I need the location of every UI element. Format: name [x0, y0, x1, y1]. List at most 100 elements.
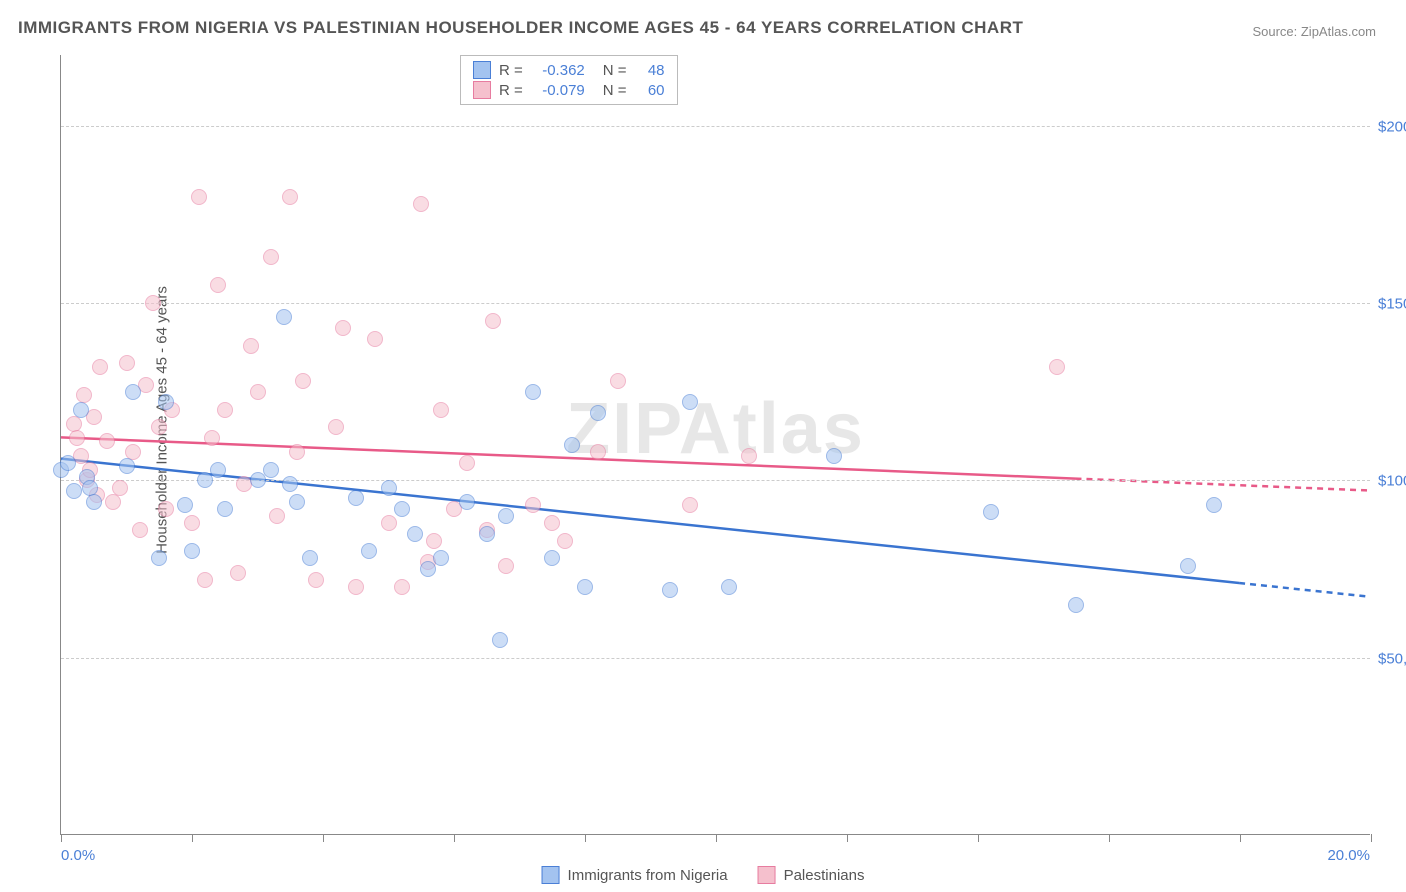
scatter-point-nigeria: [564, 437, 580, 453]
scatter-point-nigeria: [662, 582, 678, 598]
trend-line: [1239, 583, 1370, 597]
scatter-point-palestinians: [151, 419, 167, 435]
scatter-point-nigeria: [177, 497, 193, 513]
scatter-point-palestinians: [308, 572, 324, 588]
scatter-point-nigeria: [492, 632, 508, 648]
scatter-point-nigeria: [86, 494, 102, 510]
scatter-point-palestinians: [498, 558, 514, 574]
scatter-point-nigeria: [1068, 597, 1084, 613]
scatter-point-nigeria: [498, 508, 514, 524]
scatter-point-palestinians: [158, 501, 174, 517]
stats-row-nigeria: R = -0.362 N = 48: [473, 60, 665, 80]
scatter-point-palestinians: [381, 515, 397, 531]
scatter-point-palestinians: [525, 497, 541, 513]
scatter-point-nigeria: [682, 394, 698, 410]
scatter-point-palestinians: [557, 533, 573, 549]
legend-swatch-nigeria: [473, 61, 491, 79]
source-attribution: Source: ZipAtlas.com: [1252, 24, 1376, 39]
y-axis-tick-label: $150,000: [1378, 296, 1406, 313]
x-axis-min-label: 0.0%: [61, 847, 95, 864]
x-axis-tick: [323, 834, 324, 842]
stats-n-label: N =: [603, 62, 627, 79]
scatter-point-nigeria: [381, 480, 397, 496]
watermark-text: ZIPAtlas: [566, 388, 865, 470]
scatter-point-nigeria: [73, 402, 89, 418]
gridline-horizontal: $50,000: [61, 658, 1370, 659]
scatter-point-palestinians: [741, 448, 757, 464]
y-axis-tick-label: $200,000: [1378, 118, 1406, 135]
scatter-point-nigeria: [479, 526, 495, 542]
scatter-point-nigeria: [217, 501, 233, 517]
scatter-point-palestinians: [433, 402, 449, 418]
legend-item-nigeria: Immigrants from Nigeria: [542, 866, 728, 884]
scatter-point-palestinians: [544, 515, 560, 531]
stats-row-palestinians: R =-0.079N =60: [473, 80, 665, 100]
scatter-point-nigeria: [282, 476, 298, 492]
y-axis-tick-label: $50,000: [1378, 650, 1406, 667]
plot-area: ZIPAtlas 0.0% 20.0% $50,000$100,000$150,…: [60, 55, 1370, 835]
x-axis-tick: [1109, 834, 1110, 842]
x-axis-tick: [585, 834, 586, 842]
stats-r-label: R =: [499, 62, 523, 79]
scatter-point-palestinians: [132, 522, 148, 538]
scatter-point-nigeria: [433, 550, 449, 566]
gridline-horizontal: $200,000: [61, 126, 1370, 127]
scatter-point-palestinians: [289, 444, 305, 460]
scatter-point-palestinians: [394, 579, 410, 595]
scatter-point-nigeria: [302, 550, 318, 566]
stats-n-label: N =: [603, 82, 627, 99]
scatter-point-nigeria: [348, 490, 364, 506]
scatter-point-nigeria: [1180, 558, 1196, 574]
scatter-point-nigeria: [158, 394, 174, 410]
scatter-point-palestinians: [217, 402, 233, 418]
legend-label: Palestinians: [784, 867, 865, 884]
correlation-stats-legend: R =-0.362N =48R =-0.079N =60: [460, 55, 678, 105]
scatter-point-palestinians: [367, 331, 383, 347]
legend-label: Immigrants from Nigeria: [568, 867, 728, 884]
scatter-point-nigeria: [721, 579, 737, 595]
scatter-point-nigeria: [525, 384, 541, 400]
scatter-point-nigeria: [590, 405, 606, 421]
x-axis-tick: [847, 834, 848, 842]
stats-n-value: 48: [635, 62, 665, 79]
stats-r-value: -0.362: [531, 62, 585, 79]
scatter-point-palestinians: [243, 338, 259, 354]
scatter-point-palestinians: [119, 355, 135, 371]
scatter-point-nigeria: [544, 550, 560, 566]
scatter-point-nigeria: [407, 526, 423, 542]
scatter-point-palestinians: [250, 384, 266, 400]
x-axis-tick: [1240, 834, 1241, 842]
scatter-point-palestinians: [610, 373, 626, 389]
stats-r-value: -0.079: [531, 82, 585, 99]
x-axis-max-label: 20.0%: [1327, 847, 1370, 864]
scatter-point-palestinians: [459, 455, 475, 471]
scatter-point-nigeria: [250, 472, 266, 488]
scatter-point-palestinians: [92, 359, 108, 375]
scatter-point-palestinians: [184, 515, 200, 531]
scatter-point-palestinians: [590, 444, 606, 460]
scatter-point-palestinians: [210, 277, 226, 293]
scatter-point-palestinians: [335, 320, 351, 336]
scatter-point-nigeria: [119, 458, 135, 474]
scatter-point-nigeria: [1206, 497, 1222, 513]
scatter-point-palestinians: [682, 497, 698, 513]
legend-swatch-palestinians: [758, 866, 776, 884]
scatter-point-nigeria: [983, 504, 999, 520]
scatter-point-nigeria: [184, 543, 200, 559]
scatter-point-nigeria: [289, 494, 305, 510]
scatter-point-palestinians: [197, 572, 213, 588]
scatter-point-palestinians: [1049, 359, 1065, 375]
scatter-point-nigeria: [210, 462, 226, 478]
scatter-point-palestinians: [485, 313, 501, 329]
scatter-point-nigeria: [197, 472, 213, 488]
scatter-point-nigeria: [263, 462, 279, 478]
scatter-point-nigeria: [394, 501, 410, 517]
scatter-point-palestinians: [263, 249, 279, 265]
scatter-point-nigeria: [577, 579, 593, 595]
chart-title: IMMIGRANTS FROM NIGERIA VS PALESTINIAN H…: [18, 18, 1023, 38]
scatter-point-palestinians: [426, 533, 442, 549]
scatter-point-palestinians: [112, 480, 128, 496]
scatter-point-palestinians: [145, 295, 161, 311]
series-legend: Immigrants from Nigeria Palestinians: [542, 866, 865, 884]
x-axis-tick: [61, 834, 62, 842]
